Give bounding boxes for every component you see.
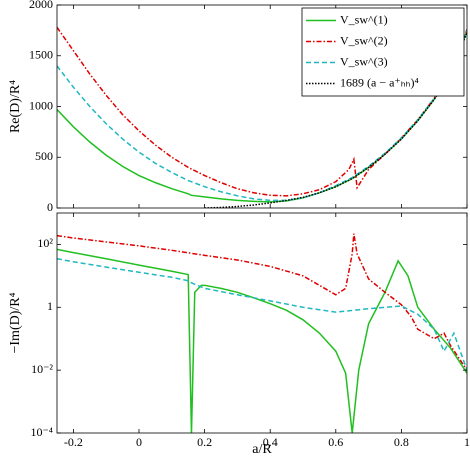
y-tick-label: 10⁻⁴ (30, 425, 53, 439)
y-tick-label: 0 (47, 200, 53, 214)
x-tick-label: 0.2 (197, 435, 212, 449)
axes-frame (56, 212, 468, 434)
x-axis-label: a/R (252, 442, 272, 457)
x-tick-label: 0 (136, 435, 142, 449)
y-tick-label: 2000 (29, 0, 53, 11)
series-line (57, 258, 467, 371)
legend-box (301, 7, 465, 97)
x-tick-label: 0.8 (394, 435, 409, 449)
y-tick-label: 1000 (29, 98, 53, 112)
plot-area (57, 26, 467, 208)
y-tick-label: 1500 (29, 48, 53, 62)
y-tick-label: 10² (37, 236, 53, 250)
y-axis-label: −Im(D)/R⁴ (8, 292, 23, 353)
series-line (57, 248, 467, 433)
x-tick-label: -0.2 (64, 435, 83, 449)
y-axis-label: Re(D)/R⁴ (8, 80, 23, 133)
legend-label: V_sw^(3) (340, 54, 388, 68)
x-tick-label: 1 (464, 435, 470, 449)
y-tick-label: 10⁻² (31, 362, 53, 376)
y-tick-label: 1 (47, 299, 53, 313)
x-tick-label: 0.6 (328, 435, 343, 449)
series-line (57, 30, 467, 202)
x-tick-label: 0.4 (263, 435, 278, 449)
series-line (57, 233, 467, 371)
legend-label: V_sw^(1) (340, 12, 388, 26)
y-tick-label: 500 (35, 149, 53, 163)
legend-label: 1689 (a − a⁺ₕₕ)⁴ (340, 75, 419, 89)
legend-label: V_sw^(2) (340, 33, 388, 47)
plot-area (57, 233, 467, 433)
